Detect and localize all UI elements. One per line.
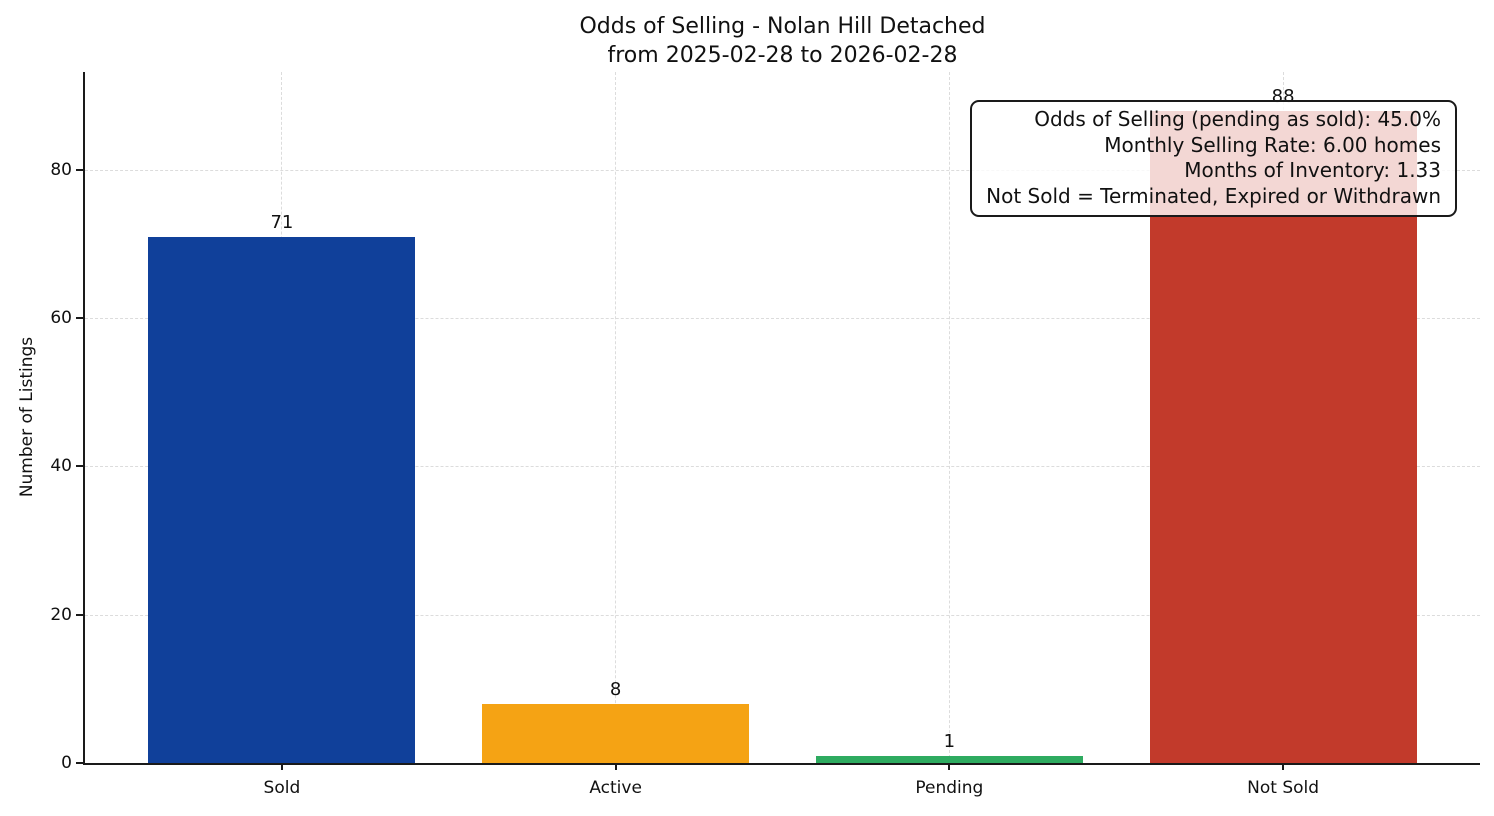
x-tick-label-sold: Sold: [263, 778, 301, 798]
annotation-line-rate: Monthly Selling Rate: 6.00 homes: [1104, 132, 1441, 157]
gridline-vertical: [615, 72, 617, 763]
bar-active: [482, 703, 750, 763]
x-tick-mark: [948, 763, 951, 770]
bar-value-label-sold: 71: [270, 211, 294, 233]
gridline-horizontal: [85, 614, 1480, 616]
y-tick-label: 20: [50, 604, 72, 625]
chart-title: Odds of Selling - Nolan Hill Detached: [579, 14, 986, 39]
chart-subtitle: from 2025-02-28 to 2026-02-28: [607, 43, 958, 68]
bar-value-label-pending: 1: [943, 730, 956, 752]
bar-pending: [815, 755, 1083, 763]
x-axis-spine: [83, 763, 1480, 765]
x-tick-label-pending: Pending: [915, 778, 984, 798]
gridline-horizontal: [85, 169, 1480, 171]
y-tick-mark: [76, 465, 83, 468]
x-tick-mark: [280, 763, 283, 770]
bar-not-sold: [1149, 110, 1417, 763]
y-tick-label: 0: [61, 753, 72, 773]
x-tick-label-not-sold: Not Sold: [1247, 778, 1320, 798]
y-tick-label: 40: [50, 456, 72, 477]
bar-sold: [148, 236, 416, 763]
plot-area: 71 8 1 88: [83, 72, 1480, 765]
chart-title-block: Odds of Selling - Nolan Hill Detached fr…: [85, 12, 1480, 70]
x-tick-mark: [614, 763, 617, 770]
stats-annotation-box: Odds of Selling (pending as sold): 45.0%…: [970, 100, 1457, 217]
bar-value-label-active: 8: [609, 678, 622, 700]
y-tick-label: 80: [50, 159, 72, 180]
y-axis-spine: [83, 72, 85, 765]
gridline-vertical: [948, 72, 950, 763]
y-tick-mark: [76, 762, 83, 764]
y-tick-label: 60: [50, 308, 72, 329]
x-tick-label-active: Active: [589, 778, 642, 798]
annotation-line-inventory: Months of Inventory: 1.33: [1184, 158, 1441, 182]
annotation-line-notsold-note: Not Sold = Terminated, Expired or Withdr…: [986, 183, 1441, 208]
y-tick-mark: [76, 168, 83, 171]
gridline-horizontal: [85, 466, 1480, 468]
x-tick-mark: [1282, 763, 1285, 770]
gridline-horizontal: [85, 318, 1480, 320]
y-tick-mark: [76, 317, 83, 320]
y-tick-mark: [76, 613, 83, 616]
annotation-line-odds: Odds of Selling (pending as sold): 45.0%: [1034, 107, 1441, 131]
